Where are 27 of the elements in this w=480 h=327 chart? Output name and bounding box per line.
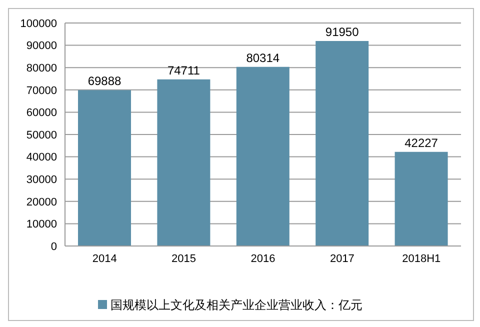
x-tick-label: 2018H1 xyxy=(402,252,441,265)
y-tick-label: 80000 xyxy=(26,62,57,75)
x-tick-label: 2015 xyxy=(172,252,196,265)
data-label: 80314 xyxy=(246,50,280,65)
y-tick-label: 50000 xyxy=(26,129,57,142)
x-tick-label: 2017 xyxy=(330,252,354,265)
y-tick-label: 10000 xyxy=(26,218,57,231)
y-tick-label: 0 xyxy=(50,240,57,253)
y-tick-label: 90000 xyxy=(26,40,57,52)
y-tick-label: 40000 xyxy=(26,152,57,164)
legend-label: 国规模以上文化及相关产业企业营业收入：亿元 xyxy=(110,298,362,312)
y-tick-label: 70000 xyxy=(26,84,57,97)
x-tick-label: 2014 xyxy=(92,252,117,265)
bar xyxy=(157,79,210,246)
data-label: 74711 xyxy=(167,63,200,78)
y-tick-label: 30000 xyxy=(26,174,57,186)
y-tick-label: 20000 xyxy=(26,196,57,208)
bar xyxy=(78,90,131,246)
data-label: 69888 xyxy=(88,74,122,88)
bar xyxy=(316,40,369,246)
data-label: 42227 xyxy=(404,136,438,150)
data-label: 91950 xyxy=(325,24,360,39)
bar xyxy=(236,66,290,246)
bar xyxy=(394,152,448,246)
y-tick-label: 100000 xyxy=(20,18,57,30)
y-tick-label: 60000 xyxy=(26,107,57,120)
x-tick-label: 2016 xyxy=(250,252,276,265)
